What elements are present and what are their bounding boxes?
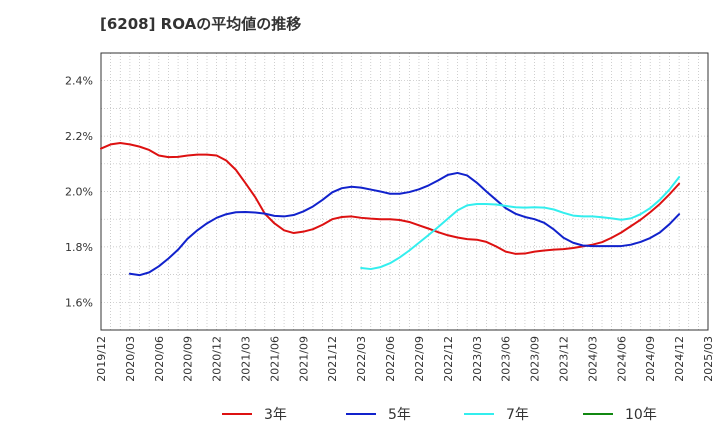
x-tick-label: 2020/06 (153, 336, 166, 382)
x-tick-label: 2020/03 (124, 336, 137, 382)
x-tick-label: 2023/03 (471, 336, 484, 382)
x-tick-label: 2023/12 (557, 336, 570, 382)
series-line-5年 (128, 171, 681, 277)
chart-title: [6208] ROAの平均値の推移 (100, 15, 302, 33)
axis-layer: 1.6% 1.8% 2.0% 2.2% 2.4% 2019/12 2020/03 2020/0… (65, 75, 715, 382)
x-tick-label: 2021/12 (326, 336, 339, 382)
x-tick-label: 2021/09 (297, 336, 310, 382)
x-tick-label: 2021/03 (240, 336, 253, 382)
legend-label: 3年 (264, 407, 287, 423)
plot-area-frame (100, 52, 709, 331)
legend: 3年 5年 7年 10年 (222, 407, 657, 423)
y-tick-label: 2.2% (65, 130, 93, 143)
grid-layer (101, 53, 708, 330)
x-tick-label: 2023/09 (529, 336, 542, 382)
x-tick-label: 2019/12 (95, 336, 108, 382)
x-tick-label: 2023/06 (500, 336, 513, 382)
series-layer (100, 142, 681, 277)
legend-label: 5年 (388, 407, 411, 423)
y-tick-label: 2.4% (65, 75, 93, 88)
y-tick-label: 1.8% (65, 241, 93, 254)
legend-label: 7年 (506, 407, 529, 423)
x-tick-label: 2020/09 (182, 336, 195, 382)
x-tick-label: 2020/12 (211, 336, 224, 382)
legend-label: 10年 (625, 407, 657, 423)
x-tick-label: 2022/06 (384, 336, 397, 382)
x-tick-label: 2024/06 (615, 336, 628, 382)
series-line-3年 (100, 142, 681, 255)
x-tick-label: 2025/03 (702, 336, 715, 382)
x-tick-label: 2022/12 (442, 336, 455, 382)
y-tick-label: 2.0% (65, 186, 93, 199)
x-tick-label: 2022/03 (355, 336, 368, 382)
x-tick-label: 2024/09 (644, 336, 657, 382)
x-tick-label: 2021/06 (268, 336, 281, 382)
x-tick-label: 2022/09 (413, 336, 426, 382)
y-tick-label: 1.6% (65, 296, 93, 309)
series-line-7年 (360, 176, 681, 271)
x-tick-label: 2024/12 (673, 336, 686, 382)
x-tick-label: 2024/03 (586, 336, 599, 382)
